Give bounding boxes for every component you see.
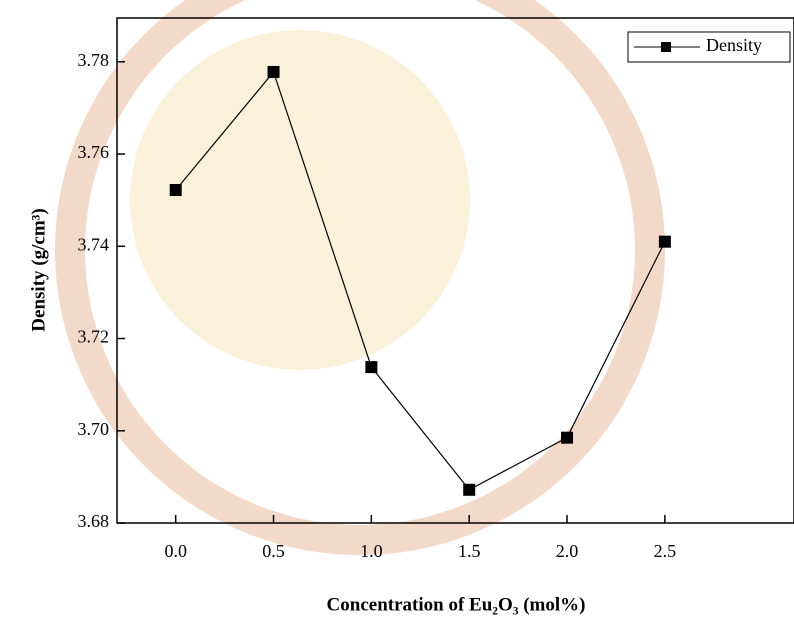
marker [365, 361, 377, 373]
y-tick-label: 3.72 [78, 327, 110, 347]
y-tick-label: 3.68 [78, 511, 110, 531]
marker [561, 432, 573, 444]
x-tick-label: 2.0 [556, 541, 579, 561]
y-axis-label: Density (g/cm³) [28, 208, 49, 331]
x-tick-label: 0.0 [164, 541, 187, 561]
marker [170, 184, 182, 196]
x-tick-label: 0.5 [262, 541, 285, 561]
legend-marker [661, 42, 671, 52]
x-axis-label: Concentration of Eu₂O₃ (mol%) [327, 594, 586, 615]
y-tick-label: 3.78 [78, 50, 110, 70]
x-tick-label: 2.5 [654, 541, 677, 561]
marker [463, 484, 475, 496]
marker [659, 236, 671, 248]
y-tick-label: 3.76 [78, 142, 110, 162]
x-tick-label: 1.0 [360, 541, 383, 561]
chart: Concentration of Eu₂O₃ (mol%) Density (g… [0, 0, 794, 624]
legend-label: Density [706, 35, 762, 55]
y-tick-label: 3.74 [78, 234, 110, 254]
marker [268, 66, 280, 78]
x-tick-label: 1.5 [458, 541, 481, 561]
y-tick-label: 3.70 [78, 419, 110, 439]
watermark-emblem [130, 30, 470, 370]
